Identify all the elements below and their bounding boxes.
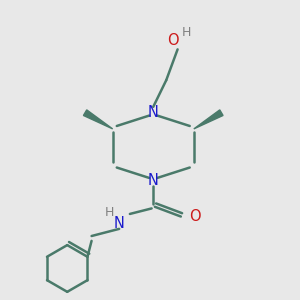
Text: O: O — [167, 33, 178, 48]
Polygon shape — [83, 110, 113, 129]
Polygon shape — [194, 110, 223, 129]
Text: N: N — [148, 105, 159, 120]
Text: O: O — [189, 209, 200, 224]
Text: H: H — [105, 206, 114, 219]
Text: N: N — [114, 215, 124, 230]
Text: N: N — [148, 173, 159, 188]
Text: H: H — [182, 26, 191, 39]
